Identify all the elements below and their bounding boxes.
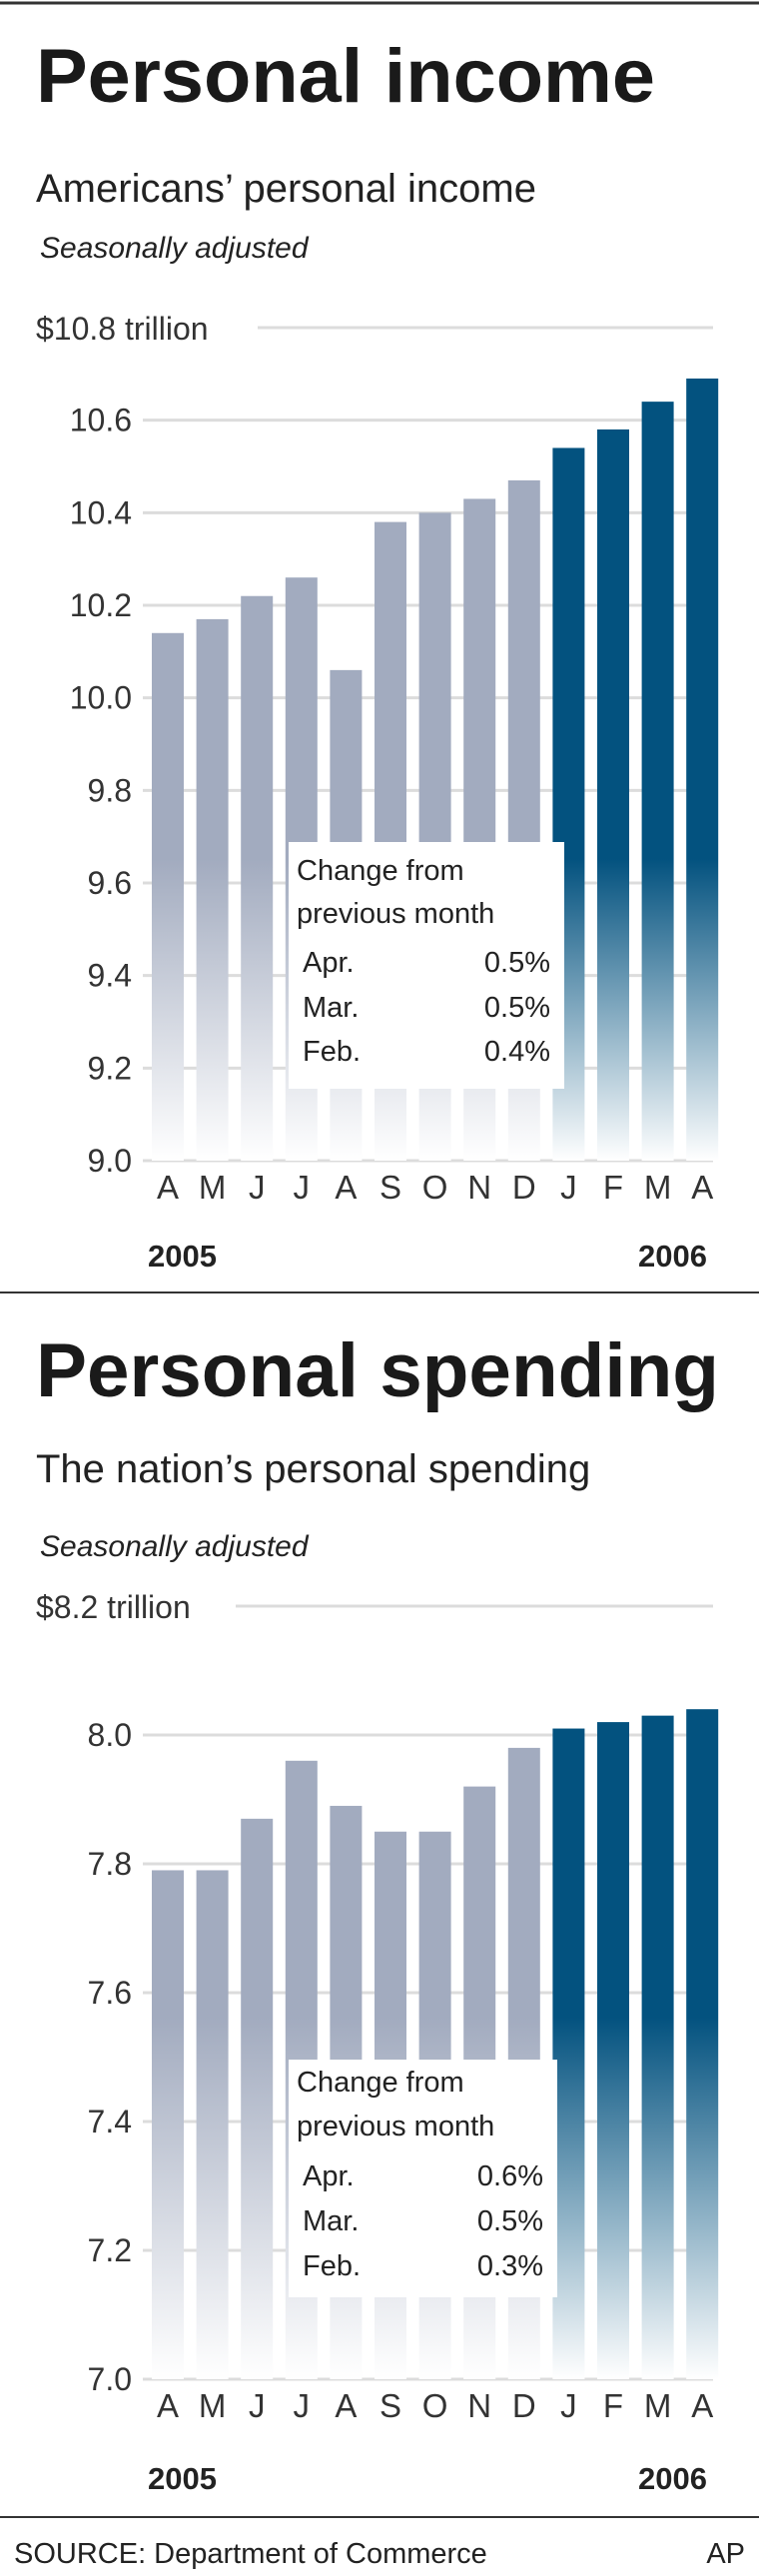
chart-title: Personal income xyxy=(36,34,655,119)
bar xyxy=(241,595,274,1161)
x-tick-label: S xyxy=(380,2387,401,2424)
inset-change: 0.5% xyxy=(484,992,550,1024)
chart-subtitle: The nation’s personal spending xyxy=(36,1447,590,1491)
y-tick-label: 7.2 xyxy=(88,2232,132,2268)
x-tick-label: S xyxy=(380,1169,401,1206)
y-tick-label: 10.6 xyxy=(70,403,132,438)
inset-heading: previous month xyxy=(297,898,494,930)
x-tick-label: A xyxy=(335,1169,357,1206)
chart-title: Personal spending xyxy=(36,1328,719,1413)
inset-change: 0.4% xyxy=(484,1036,550,1068)
x-tick-label: M xyxy=(199,1169,227,1206)
bar xyxy=(597,1722,629,2379)
x-tick-label: J xyxy=(249,2387,266,2424)
year-label: 2005 xyxy=(148,2461,217,2496)
inset-heading: previous month xyxy=(297,2111,494,2143)
bar xyxy=(152,632,184,1161)
x-tick-label: A xyxy=(157,1169,179,1206)
change-inset: Change from previous month Apr. 0.6% Mar. 0.5… xyxy=(289,2060,557,2297)
x-tick-label: J xyxy=(560,1169,577,1206)
x-tick-label: F xyxy=(603,2387,623,2424)
bar xyxy=(552,1728,585,2379)
inset-background xyxy=(289,842,564,1089)
x-tick-label: A xyxy=(691,2387,713,2424)
x-tick-label: D xyxy=(512,2387,536,2424)
x-tick-label: A xyxy=(157,2387,179,2424)
y-tick-label: 7.8 xyxy=(88,1846,132,1882)
inset-background xyxy=(289,2060,557,2297)
bar xyxy=(641,1715,674,2379)
inset-month: Apr. xyxy=(303,2160,355,2192)
y-tick-label: 10.4 xyxy=(70,494,132,530)
credit-text: AP xyxy=(706,2538,745,2570)
bar xyxy=(241,1818,274,2379)
y-tick-label: 10.2 xyxy=(70,587,132,623)
x-tick-label: J xyxy=(294,1169,311,1206)
chart-subtitle: Americans’ personal income xyxy=(36,167,536,211)
income-chart: 9.09.29.49.69.810.010.210.410.6A M J J A S O N D… xyxy=(70,326,719,1274)
source-text: SOURCE: Department of Commerce xyxy=(14,2538,487,2570)
bar xyxy=(641,402,674,1162)
y-axis-top-label: $8.2 trillion xyxy=(36,1589,191,1625)
bar xyxy=(196,618,229,1161)
y-tick-label: 7.6 xyxy=(88,1975,132,2011)
y-tick-label: 9.6 xyxy=(88,865,132,901)
y-tick-label: 9.2 xyxy=(88,1050,132,1086)
inset-change: 0.5% xyxy=(484,947,550,979)
y-axis-top-label: $10.8 trillion xyxy=(36,311,209,347)
y-tick-label: 7.4 xyxy=(88,2104,132,2140)
chart-note: Seasonally adjusted xyxy=(40,1530,310,1563)
inset-month: Feb. xyxy=(303,1036,361,1068)
x-tick-label: O xyxy=(422,1169,448,1206)
x-tick-label: A xyxy=(335,2387,357,2424)
bar xyxy=(597,429,629,1161)
inset-heading: Change from xyxy=(297,2067,464,2099)
inset-change: 0.6% xyxy=(477,2160,543,2192)
inset-heading: Change from xyxy=(297,855,464,887)
change-inset: Change from previous month Apr. 0.5% Mar. 0.5… xyxy=(289,842,564,1089)
x-tick-label: M xyxy=(644,2387,672,2424)
x-tick-label: N xyxy=(467,1169,491,1206)
y-tick-label: 7.0 xyxy=(88,2361,132,2397)
inset-month: Feb. xyxy=(303,2250,361,2282)
x-tick-label: J xyxy=(249,1169,266,1206)
x-tick-label: O xyxy=(422,2387,448,2424)
y-tick-label: 9.0 xyxy=(88,1143,132,1179)
bar xyxy=(152,1870,184,2379)
x-tick-label: D xyxy=(512,1169,536,1206)
inset-month: Mar. xyxy=(303,2205,359,2237)
year-label: 2006 xyxy=(638,1239,707,1274)
y-tick-label: 10.0 xyxy=(70,680,132,716)
inset-change: 0.3% xyxy=(477,2250,543,2282)
x-tick-label: A xyxy=(691,1169,713,1206)
inset-month: Mar. xyxy=(303,992,359,1024)
chart-note: Seasonally adjusted xyxy=(40,232,310,265)
year-label: 2005 xyxy=(148,1239,217,1274)
y-tick-label: 9.8 xyxy=(88,772,132,808)
x-tick-label: M xyxy=(199,2387,227,2424)
inset-month: Apr. xyxy=(303,947,355,979)
bar xyxy=(686,1709,719,2379)
x-tick-label: N xyxy=(467,2387,491,2424)
x-tick-label: F xyxy=(603,1169,623,1206)
y-tick-label: 9.4 xyxy=(88,958,132,994)
x-tick-label: J xyxy=(294,2387,311,2424)
bar xyxy=(686,378,719,1161)
bar xyxy=(196,1870,229,2379)
inset-change: 0.5% xyxy=(477,2205,543,2237)
x-tick-label: J xyxy=(560,2387,577,2424)
x-tick-label: M xyxy=(644,1169,672,1206)
y-tick-label: 8.0 xyxy=(88,1717,132,1753)
year-label: 2006 xyxy=(638,2461,707,2496)
